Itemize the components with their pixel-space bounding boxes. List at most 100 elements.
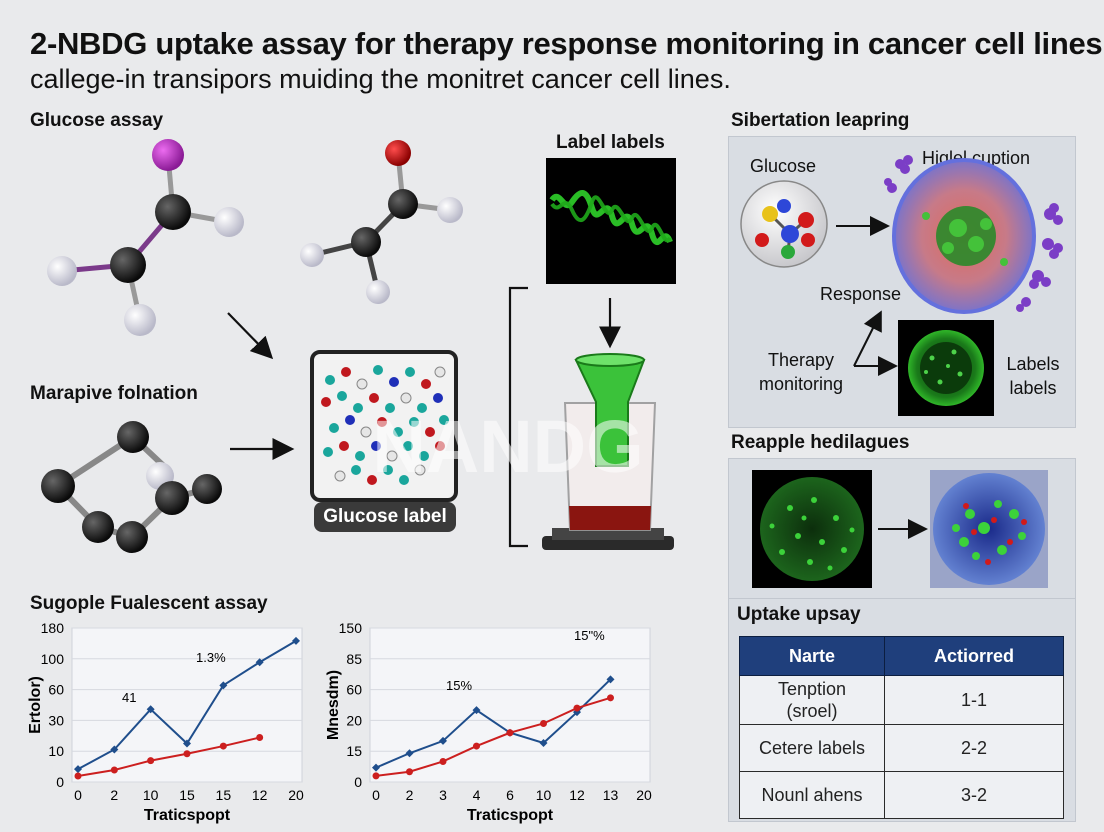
signal-illustration <box>740 155 1063 416</box>
response-caption: Response <box>820 284 902 304</box>
series-line-red <box>375 696 611 777</box>
data-point <box>540 719 547 727</box>
page-subtitle: callege-in transipors muiding the monitr… <box>30 64 731 94</box>
y-tick-label: 0 <box>56 774 64 790</box>
glucose-assay-heading: Glucose assay <box>30 110 164 131</box>
data-point <box>573 708 581 717</box>
data-point <box>406 768 413 776</box>
x-tick-label: 4 <box>473 787 481 803</box>
chart-annotation: 41 <box>122 690 136 705</box>
table-header: Narte <box>739 636 885 676</box>
x-tick-label: 12 <box>569 787 585 803</box>
data-point <box>74 772 82 780</box>
table-cell: Cetere labels <box>739 724 885 772</box>
molecule-illustration: NANDG <box>41 139 674 553</box>
label-labels-heading: Label labels <box>556 132 665 153</box>
fluorescence-helix-image <box>546 158 676 284</box>
data-point <box>183 750 191 758</box>
glucose-caption: Glucose <box>750 156 817 176</box>
x-tick-label: 20 <box>288 787 304 803</box>
plot-area <box>71 627 303 783</box>
x-tick-label: 10 <box>143 787 159 803</box>
y-tick-label: 10 <box>48 743 64 759</box>
signal-heading: Sibertation leapring <box>731 110 910 131</box>
y-axis-title: Ertolor) <box>27 676 44 734</box>
table-cell: Nounl ahens <box>739 771 885 819</box>
chart-annotation: 15% <box>446 678 472 693</box>
x-tick-label: 15 <box>179 787 195 803</box>
table-cell: 2-2 <box>884 724 1064 772</box>
y-tick-label: 100 <box>41 651 65 667</box>
table-row: Tenption (sroel) 1-1 <box>739 675 1064 725</box>
x-tick-label: 13 <box>603 787 619 803</box>
bottom-heading: Sugople Fualescent assay <box>30 593 268 614</box>
y-tick-label: 85 <box>346 651 362 667</box>
y-tick-label: 20 <box>346 712 362 728</box>
data-point <box>573 704 581 712</box>
data-point <box>219 742 227 750</box>
plot-area <box>369 627 651 783</box>
table-cell: 1-1 <box>884 675 1064 725</box>
data-point <box>146 705 155 714</box>
data-point <box>539 738 548 747</box>
data-point <box>506 729 514 737</box>
x-tick-label: 0 <box>372 787 380 803</box>
chart-annotation: 15"% <box>574 628 605 643</box>
data-point <box>292 636 300 645</box>
bracket <box>508 286 528 548</box>
x-axis-title: Traticspopt <box>144 807 231 824</box>
y-tick-label: 180 <box>41 620 65 636</box>
y-tick-label: 150 <box>339 620 363 636</box>
imaging-illustration <box>752 470 1048 588</box>
data-point <box>74 765 82 774</box>
table-header-row: Narte Actiorred <box>739 636 1064 676</box>
x-tick-label: 15 <box>216 787 232 803</box>
uptake-heading: Uptake upsay <box>737 604 861 625</box>
chart-1: 0 10 30 60 100 180 0 2 10 15 15 12 20 Traticspopt Erto… <box>27 620 304 824</box>
table-header: Actiorred <box>884 636 1064 676</box>
molecule-1 <box>47 139 244 336</box>
molecule-2 <box>300 140 463 304</box>
mixed-molecules <box>321 365 449 485</box>
glucose-label: Glucose label <box>314 502 456 532</box>
chart-2: 0 15 20 60 85 150 0 2 3 4 6 10 12 13 20 Traticspopt Mnes… <box>326 620 652 824</box>
table-row: Cetere labels 2-2 <box>739 724 1064 772</box>
watermark: NANDG <box>372 405 643 488</box>
chart-annotation: 1.3% <box>196 650 226 665</box>
data-point <box>256 734 264 742</box>
series-line-blue <box>375 678 612 769</box>
y-axis-title: Mnesdm) <box>326 670 342 740</box>
x-tick-label: 2 <box>110 787 118 803</box>
y-tick-label: 15 <box>346 743 362 759</box>
uptake-table: Narte Actiorred Tenption (sroel) 1-1 Cet… <box>739 636 1064 819</box>
data-point <box>372 772 380 780</box>
data-point <box>183 739 191 748</box>
x-tick-label: 6 <box>506 787 514 803</box>
data-point <box>255 658 264 667</box>
data-point <box>110 766 118 774</box>
table-cell: 3-2 <box>884 771 1064 819</box>
beaker <box>542 353 674 550</box>
data-point <box>372 763 380 772</box>
labels-caption: Labels labels <box>1006 354 1060 398</box>
data-point <box>472 706 481 715</box>
x-tick-label: 12 <box>252 787 268 803</box>
arrow-1 <box>227 312 274 360</box>
data-point <box>439 736 447 745</box>
table-row: Nounl ahens 3-2 <box>739 771 1064 819</box>
data-point <box>439 757 447 765</box>
y-tick-label: 60 <box>48 682 64 698</box>
therapy-caption: Therapy monitoring <box>758 350 844 394</box>
x-axis-title: Traticspopt <box>467 807 554 824</box>
data-point <box>110 745 119 754</box>
table-cell: Tenption (sroel) <box>739 675 885 725</box>
x-tick-label: 2 <box>406 787 414 803</box>
marapive-heading: Marapive folnation <box>30 383 198 404</box>
x-tick-label: 10 <box>536 787 552 803</box>
y-tick-label: 0 <box>354 774 362 790</box>
series-line-red <box>77 736 260 777</box>
x-tick-label: 0 <box>74 787 82 803</box>
molecule-3 <box>41 421 222 553</box>
x-tick-label: 3 <box>439 787 447 803</box>
y-tick-label: 30 <box>48 712 64 728</box>
